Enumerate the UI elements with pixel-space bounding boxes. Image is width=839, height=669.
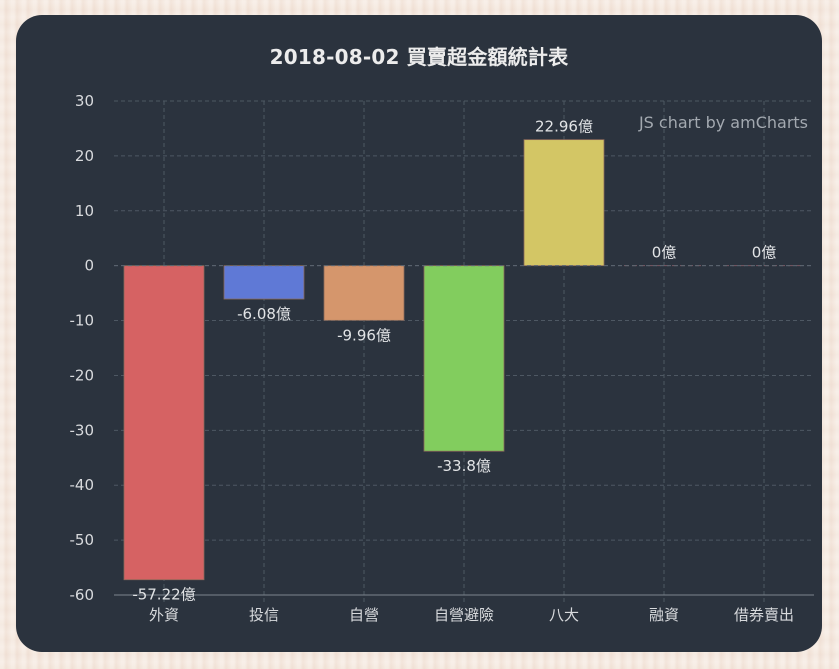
bar-value-label: 0億 bbox=[752, 244, 777, 262]
x-category-label: 自營避險 bbox=[434, 606, 494, 624]
y-tick-label: 20 bbox=[75, 147, 94, 165]
y-tick-label: -50 bbox=[70, 531, 95, 549]
x-category-label: 外資 bbox=[149, 606, 179, 624]
y-tick-label: 30 bbox=[75, 92, 94, 110]
chart-card: 2018-08-02 買賣超金額統計表 30 20 10 0 -10 -20 -30 -40 -… bbox=[16, 15, 822, 652]
bar[interactable] bbox=[423, 265, 505, 452]
y-tick-label: 10 bbox=[75, 202, 94, 220]
x-category-label: 投信 bbox=[249, 606, 279, 624]
chart-title: 2018-08-02 買賣超金額統計表 bbox=[269, 45, 569, 69]
bar-value-label: -57.22億 bbox=[132, 586, 195, 604]
y-tick-label: -60 bbox=[70, 586, 95, 604]
bar[interactable] bbox=[323, 265, 405, 321]
x-category-label: 借券賣出 bbox=[734, 606, 794, 624]
x-category-label: 自營 bbox=[349, 606, 379, 624]
bar-value-label: 22.96億 bbox=[535, 118, 593, 136]
y-tick-label: -40 bbox=[70, 476, 95, 494]
x-category-label: 融資 bbox=[649, 606, 679, 624]
bar[interactable] bbox=[523, 139, 605, 267]
y-tick-label: -10 bbox=[70, 312, 95, 330]
bar-value-label: -6.08億 bbox=[237, 305, 291, 323]
bar-value-label: -33.8億 bbox=[437, 457, 491, 475]
bar-value-label: -9.96億 bbox=[337, 326, 391, 344]
y-tick-label: -30 bbox=[70, 421, 95, 439]
amcharts-credit-link[interactable]: JS chart by amCharts bbox=[638, 113, 808, 132]
bar[interactable] bbox=[123, 265, 205, 581]
bar[interactable] bbox=[223, 265, 305, 300]
x-category-label: 八大 bbox=[549, 606, 579, 624]
bar-value-label: 0億 bbox=[652, 244, 677, 262]
y-tick-label: -20 bbox=[70, 366, 95, 384]
y-tick-label: 0 bbox=[84, 257, 94, 275]
